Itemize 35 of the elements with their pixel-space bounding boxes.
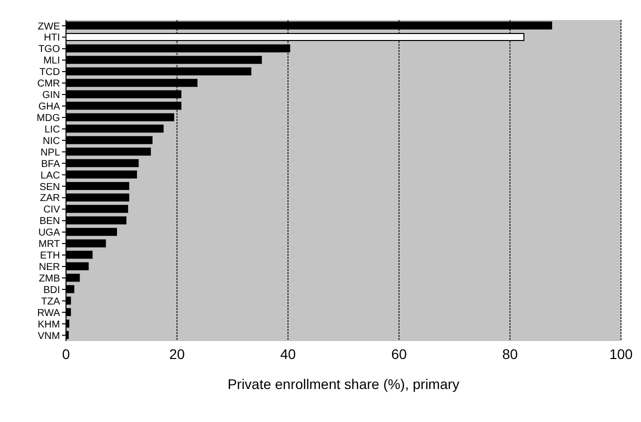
y-tick-label: MDG [36, 112, 60, 124]
y-tick-label: LAC [40, 170, 60, 182]
x-tick-label: 40 [280, 346, 296, 362]
y-tick-label: NPL [40, 147, 60, 158]
y-tick-label: BDI [43, 284, 60, 296]
x-tick-label: 20 [169, 346, 185, 362]
y-tick-label: ETH [40, 250, 60, 262]
x-axis-title: Private enrollment share (%), primary [228, 376, 460, 392]
y-tick-label: KHM [38, 319, 60, 330]
y-tick-label: HTI [44, 32, 60, 44]
y-tick-label: CMR [37, 78, 60, 90]
y-tick-label: UGA [38, 228, 60, 239]
y-tick-label: RWA [37, 308, 60, 319]
y-tick-label: ZWE [38, 21, 60, 32]
y-tick-label: TGO [38, 44, 60, 56]
x-tick-label: 80 [502, 346, 518, 362]
y-tick-label: TCD [39, 67, 60, 78]
x-tick-label: 0 [62, 346, 70, 362]
y-tick-label: VNM [38, 330, 60, 342]
x-tick-label: 60 [391, 346, 407, 362]
y-tick-label: MLI [43, 56, 60, 67]
y-tick-label: NIC [42, 136, 60, 147]
y-tick-label: MRT [38, 239, 60, 250]
x-tick-label: 100 [609, 346, 633, 362]
y-tick-label: BEN [39, 216, 60, 228]
y-tick-label: TZA [41, 296, 60, 308]
y-tick-label: LIC [44, 124, 60, 136]
y-tick-label: CIV [43, 204, 60, 216]
y-tick-label: SEN [39, 182, 60, 193]
y-tick-label: NER [38, 262, 60, 274]
y-tick-label: BFA [41, 158, 60, 170]
y-tick-label: ZAR [40, 193, 60, 204]
y-tick-label: GIN [42, 90, 60, 102]
y-tick-label: GHA [38, 102, 60, 113]
y-tick-label: ZMB [38, 273, 60, 284]
